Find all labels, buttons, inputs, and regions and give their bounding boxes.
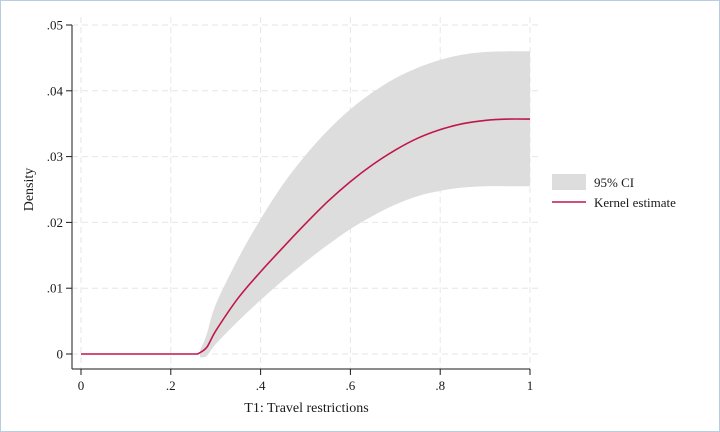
ci-band [199,51,531,358]
y-axis-title: Density [22,168,37,212]
legend-ci-label: 95% CI [594,175,634,190]
y-tick-label: 0 [57,347,64,362]
x-tick-label: .4 [256,378,266,393]
x-tick-label: .6 [346,378,356,393]
y-tick-label: .01 [47,281,63,296]
axes-layer [71,25,530,370]
legend-kernel-label: Kernel estimate [594,195,676,210]
y-tick-label: .04 [47,83,64,98]
x-axis-title: T1: Travel restrictions [244,401,368,416]
x-tick-label: 0 [78,378,85,393]
legend-ci-swatch [552,174,586,190]
y-tick-label: .02 [47,215,63,230]
y-axis-ticks: 0 .01 .02 .03 .04 .05 [47,18,72,362]
y-tick-label: .03 [47,149,63,164]
x-tick-label: .8 [435,378,445,393]
legend: 95% CI Kernel estimate [552,174,676,210]
x-axis-ticks: 0 .2 .4 .6 .8 1 [78,369,534,393]
kernel-estimate-line [81,118,531,355]
x-tick-label: .2 [166,378,176,393]
y-tick-label: .05 [47,18,63,33]
x-tick-label: 1 [527,378,534,393]
